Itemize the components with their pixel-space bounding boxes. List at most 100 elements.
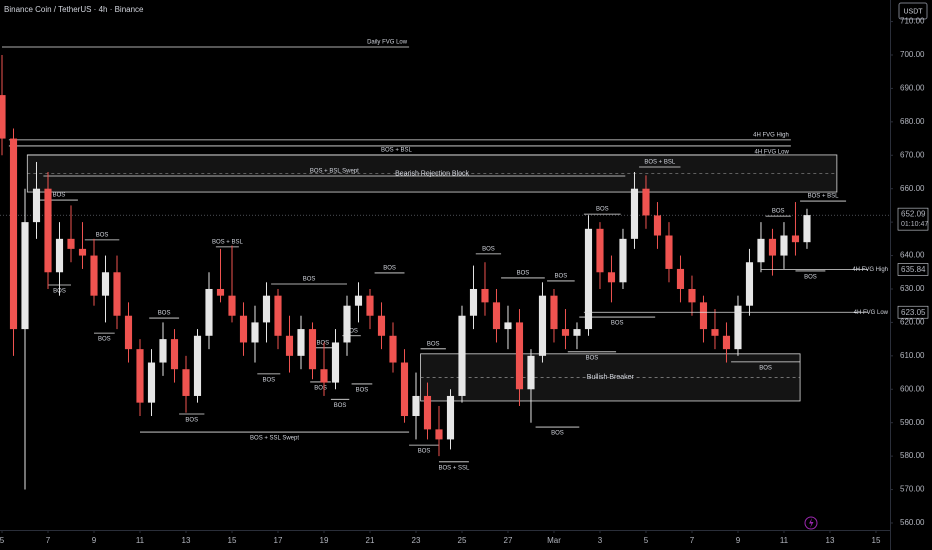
price-line-name: 4H FVG High: [852, 267, 888, 273]
candle-body: [630, 188, 639, 239]
level-label: 4H FVG Low: [755, 149, 790, 155]
candle-body: [400, 362, 409, 417]
candle-body: [78, 248, 87, 256]
candle-body: [124, 315, 133, 350]
y-tick-label: 620.00: [900, 318, 925, 327]
candle-body: [734, 305, 742, 350]
candle-body: [492, 302, 501, 330]
candle-body: [550, 295, 558, 330]
level-label: BOS + BSL Swept: [310, 169, 359, 175]
candle-body: [757, 238, 765, 263]
price-badge: [897, 305, 929, 319]
candle-body: [55, 238, 64, 273]
level-label: 4H FVG High: [753, 132, 789, 138]
level-label: BOS: [356, 387, 369, 393]
candle-body: [251, 322, 259, 343]
x-tick-label: 25: [458, 536, 467, 545]
x-tick-label: 5: [0, 536, 5, 545]
y-tick-label: 690.00: [900, 84, 925, 93]
candle-body: [147, 362, 156, 403]
bolt-icon[interactable]: [804, 516, 818, 530]
candle-body: [538, 295, 547, 356]
candle-body: [44, 188, 52, 273]
last-price-label: 652.09: [901, 209, 926, 218]
x-tick-label: 17: [274, 536, 283, 545]
candle-body: [136, 349, 144, 403]
candle-body: [331, 342, 340, 383]
y-tick-label: 680.00: [900, 117, 925, 126]
candle-body: [423, 395, 432, 430]
level-label: BOS: [314, 385, 327, 391]
candle-body: [297, 329, 305, 356]
candle-body: [584, 228, 593, 330]
price-badge: [897, 263, 929, 276]
candle-body: [308, 329, 317, 370]
x-tick-label: 15: [228, 536, 237, 545]
candle-body: [653, 215, 662, 236]
x-tick-label: 9: [92, 536, 97, 545]
x-tick-label: 13: [182, 536, 191, 545]
candle-body: [9, 138, 18, 330]
chart-title: Binance Coin / TetherUS · 4h · Binance: [4, 5, 144, 14]
candle-body: [527, 355, 535, 390]
x-tick-label: 19: [320, 536, 329, 545]
candle-body: [619, 238, 627, 283]
candle-body: [228, 295, 236, 316]
level-label: BOS: [96, 232, 109, 238]
candle-body: [193, 335, 202, 396]
x-tick-label: Mar: [547, 536, 561, 545]
level-label: BOS: [551, 431, 564, 437]
candle-body: [688, 288, 696, 303]
level-label: BOS + BSL: [381, 148, 413, 154]
y-tick-label: 630.00: [900, 284, 925, 293]
level-label: BOS: [596, 207, 609, 213]
x-tick-label: 7: [46, 536, 51, 545]
price-badge-label: 623.05: [901, 308, 926, 317]
y-tick-label: 710.00: [900, 17, 925, 26]
candle-body: [377, 315, 386, 336]
x-tick-label: 3: [598, 536, 603, 545]
level-label: BOS: [158, 311, 171, 317]
candle-body: [274, 295, 282, 336]
level-label: BOS: [427, 341, 440, 347]
level-label: BOS: [555, 274, 568, 280]
currency-button[interactable]: [898, 2, 928, 20]
y-tick-label: 560.00: [900, 518, 925, 527]
level-label: BOS: [345, 328, 358, 334]
level-label: BOS: [98, 337, 111, 343]
y-tick-label: 700.00: [900, 50, 925, 59]
candle-body: [699, 302, 708, 330]
bolt-circle: [804, 516, 818, 530]
candle-body: [262, 295, 271, 323]
candle-body: [561, 329, 570, 336]
x-tick-label: 27: [504, 536, 513, 545]
candle-body: [205, 288, 213, 336]
level-label: BOS: [317, 340, 330, 346]
candle-body: [32, 188, 41, 223]
level-label: BOS: [303, 277, 316, 283]
candle-body: [642, 188, 650, 216]
zone-label: Bullish Breaker: [587, 374, 635, 381]
y-tick-label: 640.00: [900, 251, 925, 260]
candle-body: [768, 238, 777, 256]
level-label: BOS: [482, 246, 495, 252]
y-tick-label: 660.00: [900, 184, 925, 193]
candle-body: [435, 429, 443, 440]
x-tick-label: 13: [826, 536, 835, 545]
candle-body: [722, 335, 731, 350]
candle-body: [515, 322, 524, 390]
x-tick-label: 5: [644, 536, 649, 545]
candle-body: [101, 272, 110, 296]
x-tick-label: 11: [136, 536, 145, 545]
candle-body: [665, 235, 673, 269]
candle-body: [458, 315, 466, 396]
level-label: BOS: [334, 403, 347, 409]
y-tick-label: 580.00: [900, 451, 925, 460]
y-tick-label: 670.00: [900, 150, 925, 159]
level-label: BOS: [517, 271, 530, 277]
plot: Bearish Rejection Block Bullish Breaker Da…: [0, 40, 890, 490]
y-tick-label: 570.00: [900, 485, 925, 494]
level-label: BOS: [804, 275, 817, 281]
